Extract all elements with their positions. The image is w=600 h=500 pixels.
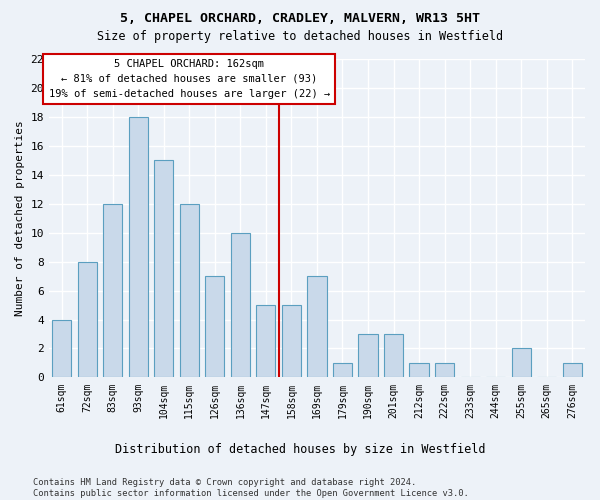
Bar [512,348,531,378]
Bar [77,262,97,378]
Bar [52,320,71,378]
Bar [282,305,301,378]
Bar [409,363,428,378]
Bar [563,363,582,378]
Text: Size of property relative to detached houses in Westfield: Size of property relative to detached ho… [97,30,503,43]
Bar [384,334,403,378]
Y-axis label: Number of detached properties: Number of detached properties [15,120,25,316]
Bar [256,305,275,378]
Bar [205,276,224,378]
Text: Contains HM Land Registry data © Crown copyright and database right 2024.
Contai: Contains HM Land Registry data © Crown c… [33,478,469,498]
Bar [154,160,173,378]
Bar [180,204,199,378]
Text: 5, CHAPEL ORCHARD, CRADLEY, MALVERN, WR13 5HT: 5, CHAPEL ORCHARD, CRADLEY, MALVERN, WR1… [120,12,480,24]
Bar [128,117,148,378]
Bar [435,363,454,378]
Bar [358,334,377,378]
Bar [231,232,250,378]
Text: 5 CHAPEL ORCHARD: 162sqm
← 81% of detached houses are smaller (93)
19% of semi-d: 5 CHAPEL ORCHARD: 162sqm ← 81% of detach… [49,59,330,98]
Bar [103,204,122,378]
Bar [333,363,352,378]
Bar [307,276,326,378]
Text: Distribution of detached houses by size in Westfield: Distribution of detached houses by size … [115,442,485,456]
